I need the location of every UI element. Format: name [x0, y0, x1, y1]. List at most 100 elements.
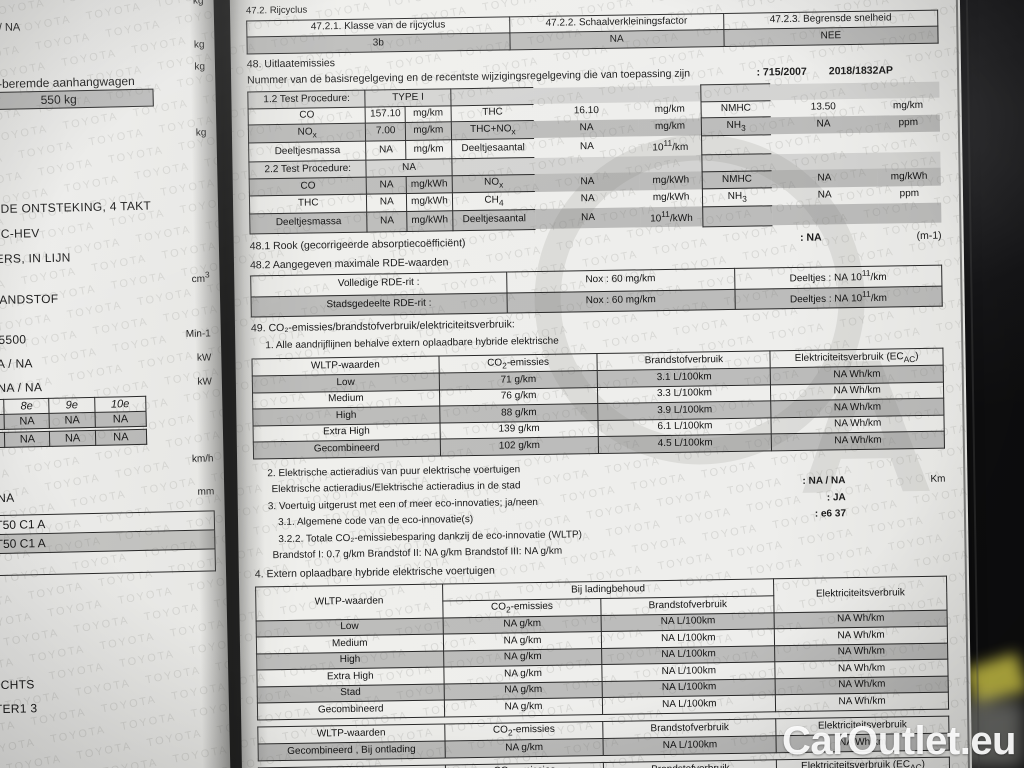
table-row: NA NA NA	[0, 429, 147, 449]
wltp-values-table-2: WLTP-waarden Bij ladingbehoud Elektricit…	[255, 576, 949, 721]
smoke-label: 48.1 Rook (gecorrigeerde absorptiecoëffi…	[249, 236, 466, 252]
left-text-line: TUURDE ONTSTEKING, 4 TAKT	[0, 198, 152, 217]
emission-name: Deeltjesmassa	[248, 140, 367, 163]
wltp3-phase-label: Gecombineerd , Bij ontlading	[258, 741, 445, 761]
wltp4-col-header: Elektriciteitsverbruik (ECAC)	[776, 756, 950, 768]
test-procedure-2-label: 2.2 Test Procedure:	[248, 160, 367, 179]
emission-unit: mg/km	[654, 120, 686, 133]
left-bottom-line: RT	[0, 650, 218, 669]
emission-unit: mg/kWh	[652, 191, 690, 204]
gear-header: 10e	[94, 396, 147, 413]
emission-value: NA	[366, 193, 407, 212]
emission-value: NA	[367, 211, 408, 232]
wltp3-co2-value: NA g/km	[444, 738, 604, 758]
coc-document-content: 47.2. Rijcyclus 47.2.1. Klasse van de ri…	[229, 0, 972, 768]
eco-code-label: 3.1. Algemene code van de eco-innovatie(…	[277, 514, 474, 529]
left-fragment-row: 5 / 925 / NA	[0, 17, 204, 34]
left-fragment-row: 40kg	[0, 39, 205, 56]
eco-innovation-value: : JA	[826, 492, 846, 504]
left-text-line: A	[0, 171, 208, 190]
gear-ratio-table: 8e 9e 10e NA NA NA NA NA NA	[0, 396, 147, 449]
left-bottom-line: CHTER1 3	[0, 701, 38, 717]
electric-range-unit: Km	[930, 474, 946, 486]
left-fragment-value: 5 / 925 / NA	[0, 21, 21, 34]
wltp-values-table-1: WLTP-waarden CO2-emissies Brandstofverbr…	[251, 348, 945, 460]
emission-name: NOx	[248, 123, 367, 143]
eco-innovation-label: 3. Voertuig uitgerust met een of meer ec…	[267, 496, 539, 513]
electric-range-value: : NA / NA	[802, 475, 846, 488]
emission-name: NH3	[702, 188, 772, 207]
emission-value: NA	[579, 122, 594, 134]
unit-mm: mm	[197, 486, 215, 499]
rde-nox-value: Nox : 60 mg/km	[506, 288, 735, 314]
left-fragment-unit: kg	[192, 0, 204, 7]
left-text-line: / NOVC-HEV	[0, 226, 40, 242]
emission-unit: mg/kWh	[652, 174, 690, 186]
dimension-line: 20 / NA	[0, 491, 15, 506]
smoke-unit: (m-1)	[916, 229, 942, 242]
emission-name: NOx	[451, 174, 536, 194]
gear-value: NA	[4, 431, 51, 448]
unit-kw: kW	[197, 376, 213, 389]
downscale-value: NA	[509, 29, 724, 50]
unit-kw: kW	[196, 352, 212, 365]
emission-name: Deeltjesaantal	[452, 209, 536, 231]
cycle-class-value: 3b	[246, 33, 510, 54]
left-fragment-row: 90kg	[0, 0, 204, 13]
regulation-label: Nummer van de basisregelgeving en de rec…	[247, 67, 691, 87]
smoke-value: : NA	[799, 231, 822, 244]
emission-unit: mg/km	[892, 100, 924, 112]
electric-range-label: Elektrische actieradius/Elektrische acti…	[271, 480, 521, 496]
wltp2-phase-label: Gecombineerd	[257, 700, 445, 720]
emission-unit: mg/km	[405, 121, 452, 141]
power-na-line: A / NA / NA	[0, 356, 33, 372]
emission-name: CO	[249, 177, 367, 197]
emission-value: 157.10	[365, 106, 406, 124]
gear-header: 8e	[3, 398, 50, 415]
left-fragment-unit: kg	[193, 39, 205, 51]
emission-value: NA	[366, 176, 407, 195]
wltp-values-table-3: WLTP-waarden CO2-emissies Brandstofverbr…	[257, 716, 950, 762]
wltp2-fuel-value: NA L/100km	[602, 695, 776, 715]
left-text-line: OTA	[0, 148, 207, 167]
eco-code-value: : e6 37	[814, 508, 847, 521]
unit-min1: Min-1	[185, 328, 211, 341]
emission-name: CO	[248, 106, 366, 126]
emission-unit: mg/km	[654, 103, 685, 116]
left-fragment-unit: kg	[195, 127, 207, 139]
emission-unit: mg/km	[405, 139, 452, 160]
emission-value: NA	[817, 189, 832, 201]
wltp2-elec-value: NA Wh/km	[775, 692, 949, 712]
emission-unit: ppm	[899, 188, 920, 200]
emission-unit: 1011/kWh	[650, 208, 693, 225]
emission-name: THC+NOx	[451, 120, 535, 140]
emission-unit: mg/kWh	[890, 170, 928, 183]
left-page-content: 90kg 5 / 925 / NA 40kg kg .4 Niet-beremd…	[0, 0, 231, 768]
regulation-base: : 715/2007	[756, 65, 807, 79]
emission-name: THC	[450, 104, 534, 122]
left-bottom-line: 2RECHTS	[0, 677, 35, 693]
emission-unit: mg/km	[405, 105, 452, 123]
regulation-amendment: 2018/1832AP	[828, 64, 894, 78]
gear-value: NA	[4, 413, 50, 430]
rde-trip-label: Stadsgedeelte RDE-rit :	[251, 292, 507, 318]
speed-cap-value: NEE	[723, 26, 939, 47]
tyre-block: J ET50 C1 A J ET50 C1 A	[0, 510, 217, 577]
emission-unit: 1011/km	[652, 137, 689, 154]
emission-name: Deeltjesmassa	[249, 211, 368, 234]
emission-name: NMHC	[700, 100, 771, 119]
test-procedure-1-label: 1.2 Test Procedure:	[247, 90, 366, 109]
emission-name: NH3	[701, 116, 771, 136]
emission-unit: mg/kWh	[406, 193, 453, 212]
unit-cm3: cm3	[191, 269, 210, 286]
test-procedure-1-value: TYPE I	[365, 88, 451, 107]
emission-value: NA	[366, 140, 406, 161]
emission-value: NA	[816, 118, 831, 130]
emission-unit: mg/kWh	[406, 210, 453, 232]
emission-value: NA	[580, 175, 595, 188]
wltp-co2-value: 102 g/km	[439, 436, 599, 456]
emission-value: 7.00	[365, 122, 406, 141]
wltp3-fuel-value: NA L/100km	[603, 736, 777, 756]
emission-unit: mg/kWh	[406, 175, 453, 194]
